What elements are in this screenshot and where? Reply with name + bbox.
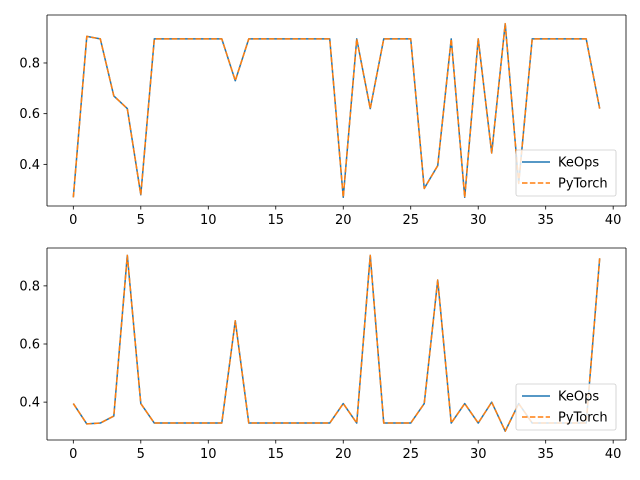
y-tick-label: 0.8	[19, 279, 40, 294]
legend: KeOps PyTorch	[515, 383, 617, 431]
x-tick-label: 20	[335, 213, 352, 228]
bottom-subplot: 0 5 10 15 20 25 30 35 40 0.4 0.6 0.8 KeOps PyTorch	[19, 247, 627, 462]
legend-label-keops: KeOps	[558, 390, 599, 405]
legend-label-pytorch: PyTorch	[558, 177, 608, 192]
legend-label-pytorch: PyTorch	[558, 411, 608, 426]
y-tick-label: 0.4	[19, 396, 40, 411]
y-tick-label: 0.4	[19, 158, 40, 173]
x-tick-label: 30	[470, 447, 487, 462]
x-tick-label: 40	[605, 213, 622, 228]
top-subplot: 0 5 10 15 20 25 30 35 40 0.4 0.6 0.8 KeOps PyTorch	[19, 14, 627, 228]
legend: KeOps PyTorch	[515, 149, 617, 197]
x-tick-label: 0	[69, 213, 77, 228]
series-line-pytorch	[72, 22, 601, 199]
x-tick-label: 20	[335, 447, 352, 462]
x-tick-label: 15	[267, 447, 284, 462]
x-tick-label: 15	[267, 213, 284, 228]
legend-label-keops: KeOps	[558, 156, 599, 171]
y-tick-label: 0.6	[19, 338, 40, 353]
x-tick-label: 10	[200, 213, 217, 228]
x-tick-label: 30	[470, 213, 487, 228]
x-tick-label: 5	[137, 447, 145, 462]
x-tick-label: 10	[200, 447, 217, 462]
x-tick-label: 25	[402, 213, 419, 228]
x-tick-label: 35	[537, 213, 554, 228]
x-tick-label: 0	[69, 447, 77, 462]
x-tick-label: 35	[537, 447, 554, 462]
series-line-pytorch	[72, 254, 601, 432]
x-tick-label: 40	[605, 447, 622, 462]
y-tick-label: 0.8	[19, 56, 40, 71]
y-tick-label: 0.6	[19, 107, 40, 122]
x-tick-label: 5	[137, 213, 145, 228]
x-tick-label: 25	[402, 447, 419, 462]
